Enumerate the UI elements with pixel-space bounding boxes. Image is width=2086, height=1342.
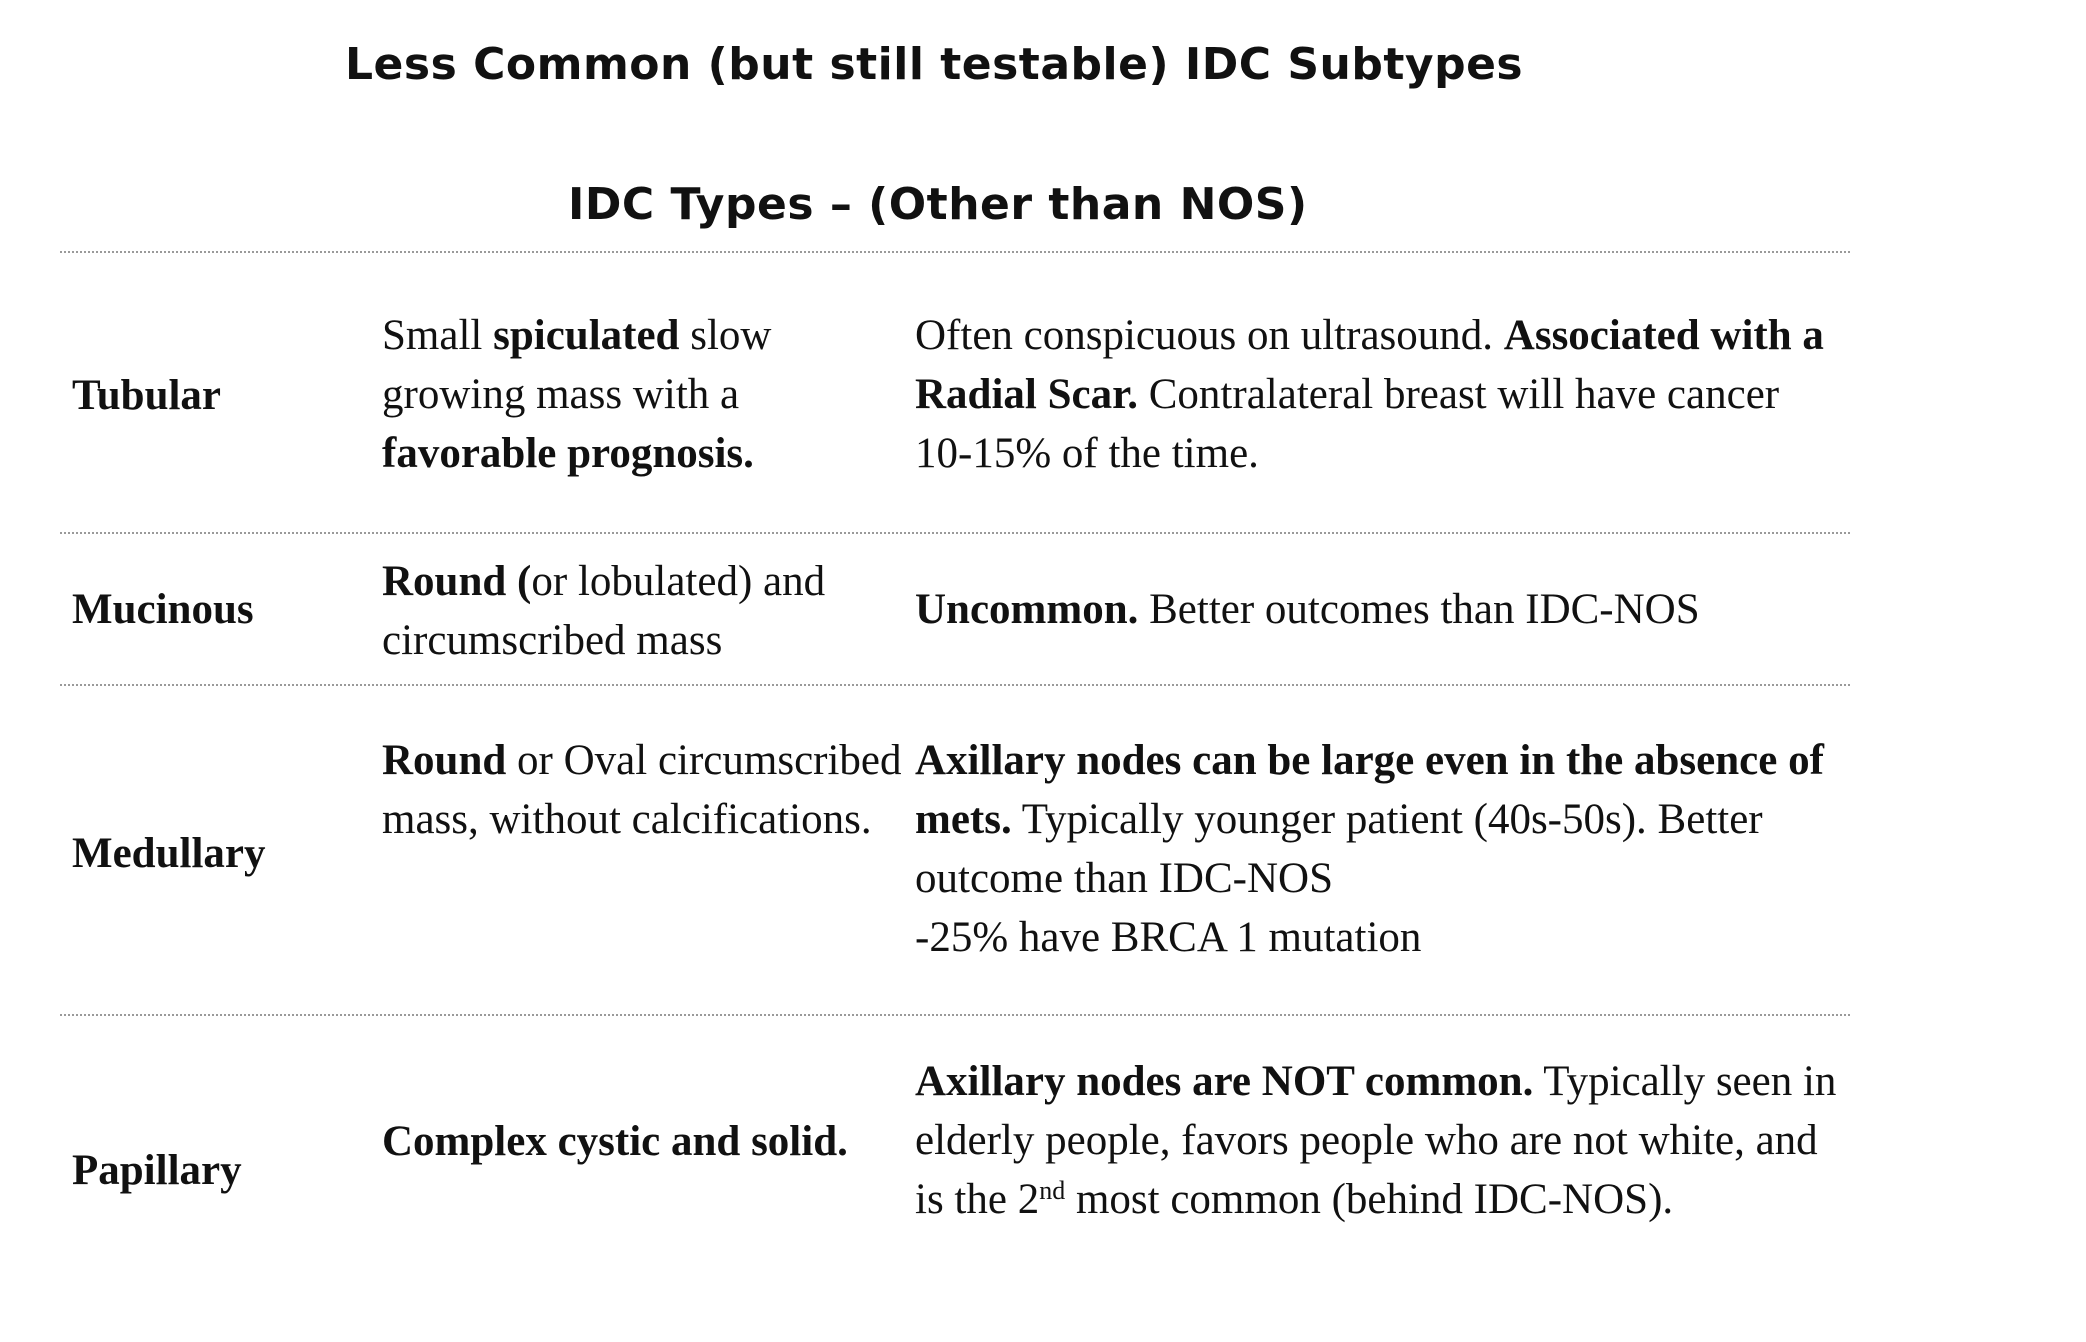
subtype-notes-papillary: Axillary nodes are NOT common. Typically… <box>915 1058 1837 1223</box>
table-title: IDC Types – (Other than NOS) <box>568 179 1308 230</box>
subtype-notes-medullary: Axillary nodes can be large even in the … <box>915 737 1824 961</box>
row-divider <box>60 251 1850 253</box>
subtype-description-papillary: Complex cystic and solid. <box>382 1118 848 1165</box>
subtype-name-tubular: Tubular <box>72 372 222 419</box>
subtype-description-mucinous: Round (or lobulated) and circumscribed m… <box>382 558 826 664</box>
row-divider <box>60 684 1850 686</box>
page-title: Less Common (but still testable) IDC Sub… <box>345 39 1524 90</box>
subtype-notes-tubular: Often conspicuous on ultrasound. Associa… <box>915 312 1824 477</box>
row-divider <box>60 532 1850 534</box>
row-divider <box>60 1014 1850 1016</box>
subtype-description-medullary: Round or Oval circumscribed mass, withou… <box>382 737 902 843</box>
subtype-name-medullary: Medullary <box>72 830 266 877</box>
subtype-notes-mucinous: Uncommon. Better outcomes than IDC-NOS <box>915 586 1700 633</box>
subtype-name-papillary: Papillary <box>72 1147 242 1194</box>
subtype-name-mucinous: Mucinous <box>72 586 254 633</box>
subtype-description-tubular: Small spiculated slow growing mass with … <box>382 312 772 477</box>
